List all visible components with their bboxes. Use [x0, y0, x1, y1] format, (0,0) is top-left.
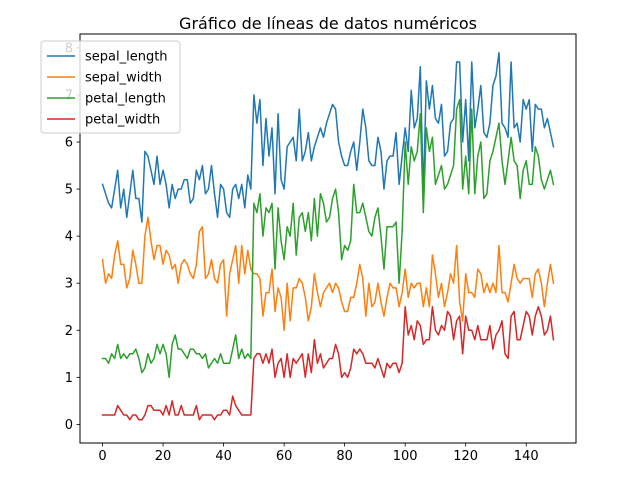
- series-line-petal-length: [101, 98, 555, 379]
- x-tick-label: 80: [336, 449, 353, 464]
- series-line-petal-width: [101, 306, 555, 421]
- x-tick-label: 20: [155, 449, 172, 464]
- x-tick-label: 60: [276, 449, 293, 464]
- series-line-sepal-length: [101, 51, 555, 223]
- legend-label-sepal-width: sepal_width: [85, 71, 162, 86]
- legend-box: [40, 40, 181, 134]
- x-axis: 0 20 40 60 80 100 120 140: [98, 443, 539, 464]
- legend: sepal_length sepal_width petal_lengthpetal…: [40, 40, 181, 134]
- x-tick-label: 140: [514, 449, 539, 464]
- x-tick-label: 40: [215, 449, 232, 464]
- y-tick-label: 2: [65, 324, 73, 339]
- y-tick-label: 5: [65, 183, 73, 198]
- chart-title: Gráfico de líneas de datos numéricos: [179, 14, 477, 33]
- x-tick-label: 100: [393, 449, 418, 464]
- y-tick-label: 3: [65, 277, 73, 292]
- series-line-sepal-width: [101, 216, 555, 332]
- y-tick-label: 4: [65, 230, 73, 245]
- x-tick-label: 0: [98, 449, 106, 464]
- y-tick-label: 0: [65, 418, 73, 433]
- plot-lines: [101, 51, 555, 421]
- legend-label-petal-width: petal_width: [85, 113, 160, 128]
- plot-frame: [79, 33, 577, 444]
- y-tick-label: 6: [65, 136, 73, 151]
- legend-label-sepal-length: sepal_length: [85, 50, 168, 65]
- legend-label-petal-length: petal_length: [85, 92, 166, 107]
- y-tick-label: 1: [65, 371, 73, 386]
- x-tick-label: 120: [453, 449, 478, 464]
